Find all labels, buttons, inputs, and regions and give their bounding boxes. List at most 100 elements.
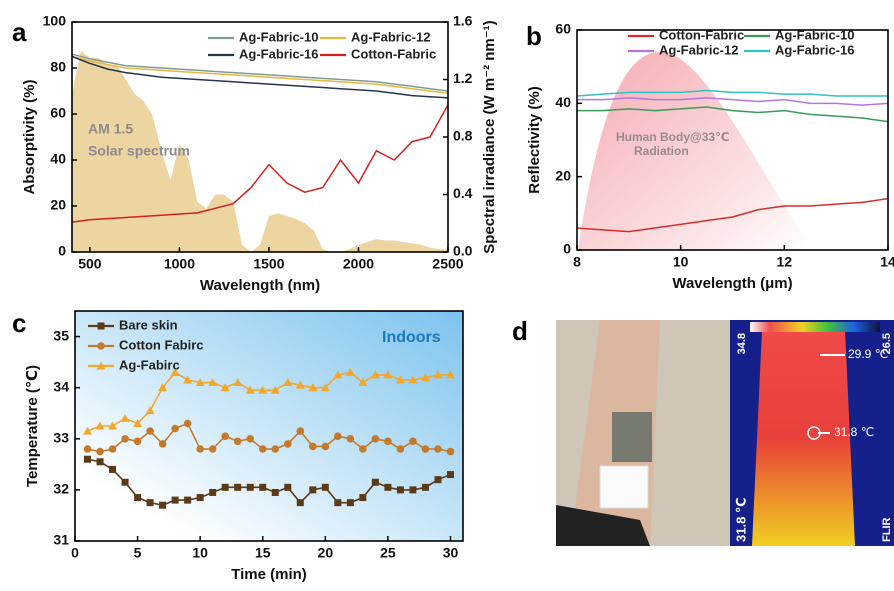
marker [347,499,354,506]
marker [246,435,254,443]
marker [97,458,104,465]
marker [209,445,217,453]
marker [322,443,330,451]
marker [96,448,104,456]
x-tick-label: 5 [134,545,142,561]
marker [397,486,404,493]
marker [234,438,242,446]
ag-fabric-patch [612,412,652,462]
x-tick-label: 25 [380,545,396,561]
y2-axis-title: Spectral irradiance (W m⁻² nm⁻¹) [481,20,498,253]
photo-panel: 34.8 26.5 29.9 ℃ 31.8 ℃ 31.8 ℃ FLIR [556,320,894,546]
x-tick-label: 2000 [343,256,374,272]
annotation: Human Body@33℃ [616,130,730,144]
marker [384,484,391,491]
marker [271,445,279,453]
x-tick-label: 10 [673,254,689,270]
y-tick-label: 0 [563,241,571,257]
legend-label: Ag-Fabric-16 [775,42,854,57]
marker [222,484,229,491]
body-radiation-shape [578,52,812,250]
y-tick-label: 32 [53,481,69,497]
marker [334,432,342,440]
temp-label: 29.9 ℃ [848,347,888,361]
y-tick-label: 20 [50,197,66,213]
marker [284,484,291,491]
panel-label: a [12,17,27,47]
legend-label: Ag-Fabric-10 [239,29,318,44]
marker [184,497,191,504]
marker [359,445,367,453]
x-tick-label: 8 [573,254,581,270]
x-tick-label: 500 [78,256,102,272]
y-tick-label: 0 [58,243,66,259]
y-tick-label: 20 [555,167,571,183]
marker [384,438,392,446]
legend-marker [97,342,105,350]
marker [422,445,430,453]
marker [121,435,129,443]
marker [409,438,417,446]
spot-reading: 31.8 ℃ [733,497,748,542]
annotation: Indoors [382,329,441,346]
x-axis-title: Time (min) [231,566,307,583]
marker [372,479,379,486]
x-tick-label: 30 [443,545,459,561]
marker [221,432,229,440]
legend-label: Ag-Fabric-10 [775,27,854,42]
marker [272,489,279,496]
marker [447,471,454,478]
legend-label: Ag-Fabric-12 [659,42,738,57]
color-bar [750,322,880,332]
marker [197,494,204,501]
legend-label: Cotton-Fabric [659,27,744,42]
marker [196,445,204,453]
y2-tick-label: 0.0 [453,243,473,259]
x-tick-label: 15 [255,545,271,561]
y-tick-label: 60 [50,105,66,121]
marker [159,502,166,509]
panel-label: c [12,308,26,338]
marker [84,445,92,453]
marker [434,476,441,483]
y-axis-title: Absorptivity (%) [21,79,38,194]
x-tick-label: 12 [777,254,793,270]
marker [434,445,442,453]
marker [309,486,316,493]
scale-max: 34.8 [736,333,748,354]
legend-label: Ag-Fabric-16 [239,46,318,61]
marker [409,486,416,493]
marker [146,427,154,435]
temp-label: 31.8 ℃ [834,425,874,439]
marker [247,484,254,491]
legend-marker [98,323,105,330]
y-tick-label: 100 [43,13,67,29]
x-tick-label: 0 [71,545,79,561]
marker [447,448,455,456]
marker [134,438,142,446]
annotation: AM 1.5 [88,121,133,137]
marker [297,499,304,506]
marker [347,435,355,443]
marker [172,497,179,504]
legend-label: Ag-Fabirc [119,357,180,372]
marker [259,484,266,491]
figure: 34.8 26.5 29.9 ℃ 31.8 ℃ 31.8 ℃ FLIR a500… [0,0,894,591]
annotation: Solar spectrum [88,143,190,159]
x-tick-label: 14 [880,254,894,270]
marker [134,494,141,501]
brand: FLIR [881,518,893,542]
y-tick-label: 34 [53,378,69,394]
marker [184,420,192,428]
x-tick-label: 1500 [253,256,284,272]
legend-label: Cotton-Fabric [351,46,436,61]
marker [209,489,216,496]
marker [296,427,304,435]
marker [259,445,267,453]
y2-tick-label: 0.4 [453,185,473,201]
marker [234,484,241,491]
y-tick-label: 35 [53,327,69,343]
marker [334,499,341,506]
legend-label: Cotton Fabirc [119,337,204,352]
marker [284,440,292,448]
